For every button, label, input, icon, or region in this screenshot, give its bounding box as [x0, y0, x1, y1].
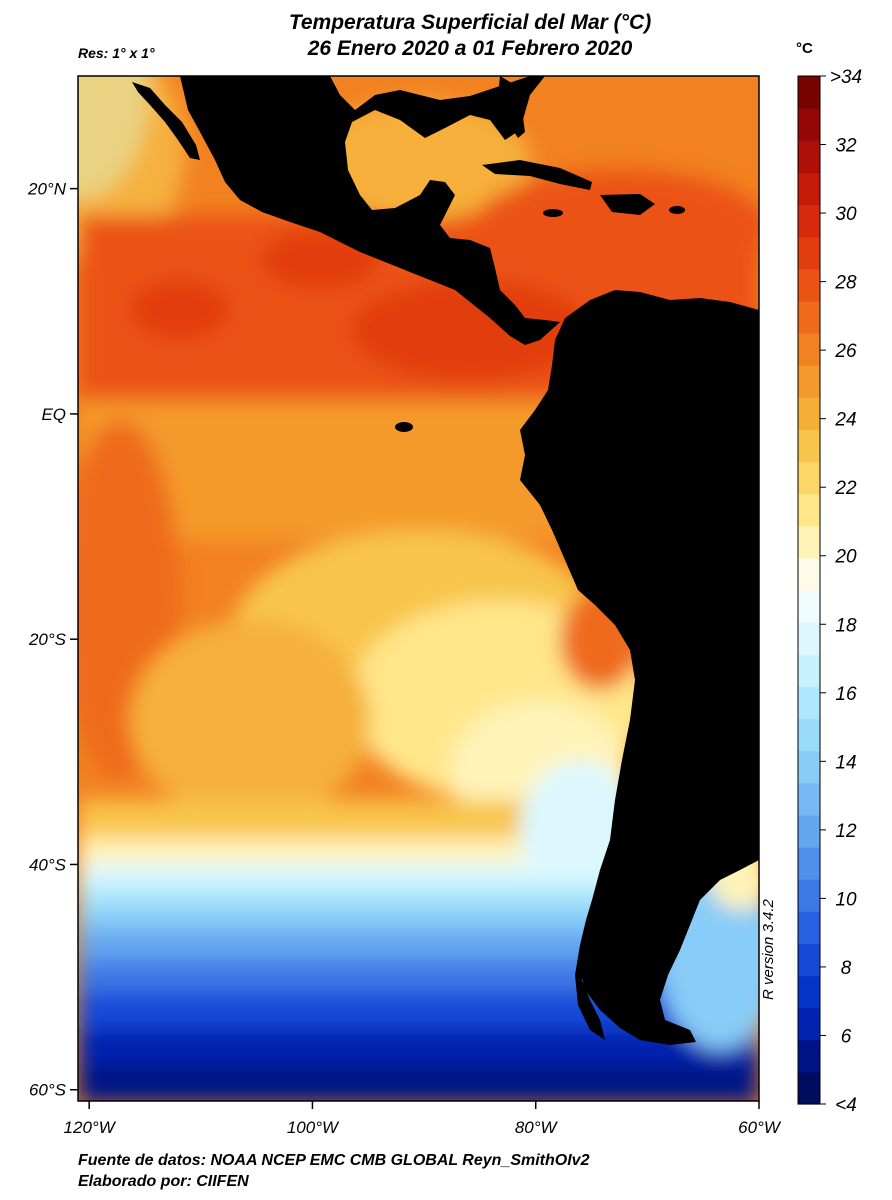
cuba: [482, 160, 592, 190]
baja-california: [132, 82, 200, 160]
colorbar-tick-label: 26: [834, 341, 857, 362]
lat-tick-label: 20°N: [27, 180, 67, 199]
colorbar-frame: [797, 75, 821, 1105]
colorbar-swatch: [798, 140, 820, 173]
colorbar-swatch: [798, 76, 820, 109]
colorbar-swatch: [798, 718, 820, 752]
lat-tick-label: 40°S: [29, 855, 67, 874]
colorbar-tick-label: 12: [835, 821, 857, 842]
colorbar-swatch: [798, 172, 820, 206]
colorbar-tick-label: 6: [841, 1026, 852, 1047]
resolution-label: Res: 1° x 1°: [78, 45, 155, 61]
colorbar-tick-label: 16: [835, 684, 857, 705]
colorbar-tick-label: 18: [835, 615, 857, 636]
colorbar-swatch: [798, 236, 820, 270]
colorbar-swatch: [798, 847, 820, 880]
lat-tick-label: 60°S: [29, 1081, 67, 1100]
data-source-label: Fuente de datos: NOAA NCEP EMC CMB GLOBA…: [78, 1152, 590, 1169]
colorbar-unit-label: °C: [796, 40, 813, 57]
colorbar-swatch: [798, 204, 820, 238]
colorbar-swatch: [798, 654, 820, 687]
colorbar-tick-label: <4: [835, 1095, 857, 1116]
galapagos-islands: [395, 422, 413, 432]
lon-tick-label: 120°W: [64, 1118, 117, 1137]
colorbar-swatch: [798, 622, 820, 655]
colorbar-swatch: [798, 525, 820, 559]
chilean-archipelago: [575, 900, 605, 1040]
colorbar-swatch: [798, 365, 820, 398]
hispaniola: [600, 194, 655, 215]
colorbar-tick-label: >34: [830, 67, 862, 88]
latitude-axis: 20°N EQ 20°S 40°S 60°S: [27, 180, 78, 1100]
lon-tick-label: 100°W: [287, 1118, 340, 1137]
colorbar-swatch: [798, 782, 820, 816]
colorbar-swatch: [798, 686, 820, 720]
colorbar-swatch: [798, 557, 820, 591]
colorbar-swatch: [798, 1039, 820, 1073]
lon-tick-label: 80°W: [515, 1118, 559, 1137]
colorbar-swatch: [798, 590, 820, 623]
colorbar-swatch: [798, 108, 820, 141]
lon-tick-label: 60°W: [738, 1118, 782, 1137]
colorbar-swatch: [798, 814, 820, 848]
colorbar-swatch: [798, 268, 820, 302]
chart-title-line2: 26 Enero 2020 a 01 Febrero 2020: [307, 37, 633, 60]
colorbar-tick-label: 20: [834, 547, 857, 568]
north-america-landmass: [180, 76, 560, 345]
puerto-rico: [669, 206, 685, 214]
colorbar-swatch: [798, 975, 820, 1009]
colorbar-swatch: [798, 1007, 820, 1041]
longitude-axis: 120°W 100°W 80°W 60°W: [64, 1101, 782, 1137]
colorbar-swatch: [798, 397, 820, 430]
colorbar-swatch: [798, 333, 820, 366]
colorbar-tick-label: 8: [841, 958, 852, 979]
florida: [498, 76, 525, 138]
chart-title-line1: Temperatura Superficial del Mar (°C): [288, 11, 652, 34]
colorbar-swatch: [798, 879, 820, 912]
colorbar-tick-label: 24: [834, 410, 856, 431]
author-label: Elaborado por: CIIFEN: [78, 1173, 249, 1190]
colorbar-tick-label: 30: [835, 204, 857, 225]
colorbar-swatch: [798, 300, 820, 334]
r-version-label: R version 3.4.2: [760, 899, 777, 1000]
colorbar-swatch: [798, 943, 820, 977]
colorbar-swatch: [798, 429, 820, 463]
jamaica: [543, 209, 563, 217]
colorbar-tick-label: 10: [835, 889, 857, 910]
colorbar-tick-label: 32: [835, 136, 857, 157]
south-america-landmass: [520, 290, 759, 1045]
colorbar-swatch: [798, 911, 820, 944]
colorbar-swatch: [798, 493, 820, 527]
colorbar-tick-label: 22: [834, 478, 857, 499]
colorbar: <4 6 8 10 12 14 16 18 20 22 24 26 28 30 32 >34: [797, 67, 862, 1116]
land-masses: [132, 76, 759, 1045]
colorbar-swatch: [798, 461, 820, 495]
colorbar-swatch: [798, 1071, 820, 1105]
colorbar-tick-label: 28: [834, 273, 857, 294]
colorbar-swatch: [798, 750, 820, 784]
lat-tick-label: 20°S: [28, 630, 67, 649]
lat-tick-label: EQ: [41, 405, 66, 424]
colorbar-tick-label: 14: [835, 752, 856, 773]
map-frame: [77, 75, 760, 1102]
